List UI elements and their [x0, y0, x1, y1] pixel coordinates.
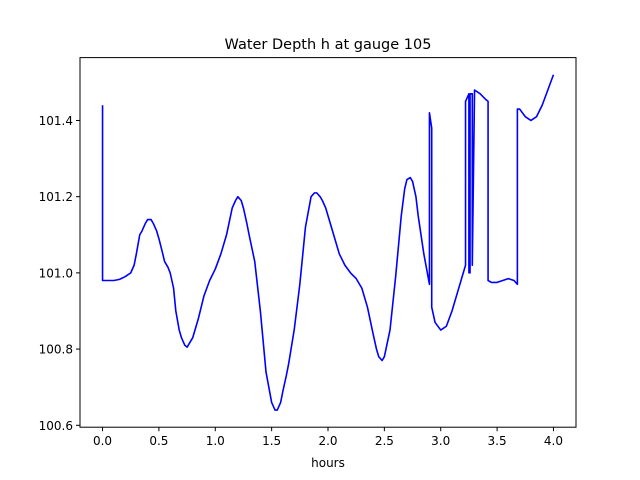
- x-axis: 0.0 0.5 1.0 1.5 2.0 2.5 3.0 3.5 4.0: [93, 427, 563, 448]
- y-tick-label: 101.2: [39, 190, 73, 204]
- x-tick-label: 3.5: [488, 434, 507, 448]
- y-tick-label: 100.6: [39, 419, 73, 433]
- y-tick-label: 101.0: [39, 266, 73, 280]
- x-tick-label: 2.0: [318, 434, 337, 448]
- x-tick-label: 1.0: [206, 434, 225, 448]
- x-axis-label: hours: [311, 456, 345, 470]
- series-line-0: [101, 74, 555, 411]
- y-axis: 100.6 100.8 101.0 101.2 101.4: [39, 114, 80, 433]
- x-tick-label: 1.5: [262, 434, 281, 448]
- x-tick-label: 3.0: [431, 434, 450, 448]
- x-tick-label: 0.5: [149, 434, 168, 448]
- x-tick-label: 4.0: [544, 434, 563, 448]
- chart-title: Water Depth h at gauge 105: [225, 37, 432, 53]
- x-tick-label: 0.0: [93, 434, 112, 448]
- x-tick-label: 2.5: [375, 434, 394, 448]
- y-tick-label: 100.8: [39, 343, 73, 357]
- series-layer: [101, 74, 555, 411]
- y-tick-label: 101.4: [39, 114, 73, 128]
